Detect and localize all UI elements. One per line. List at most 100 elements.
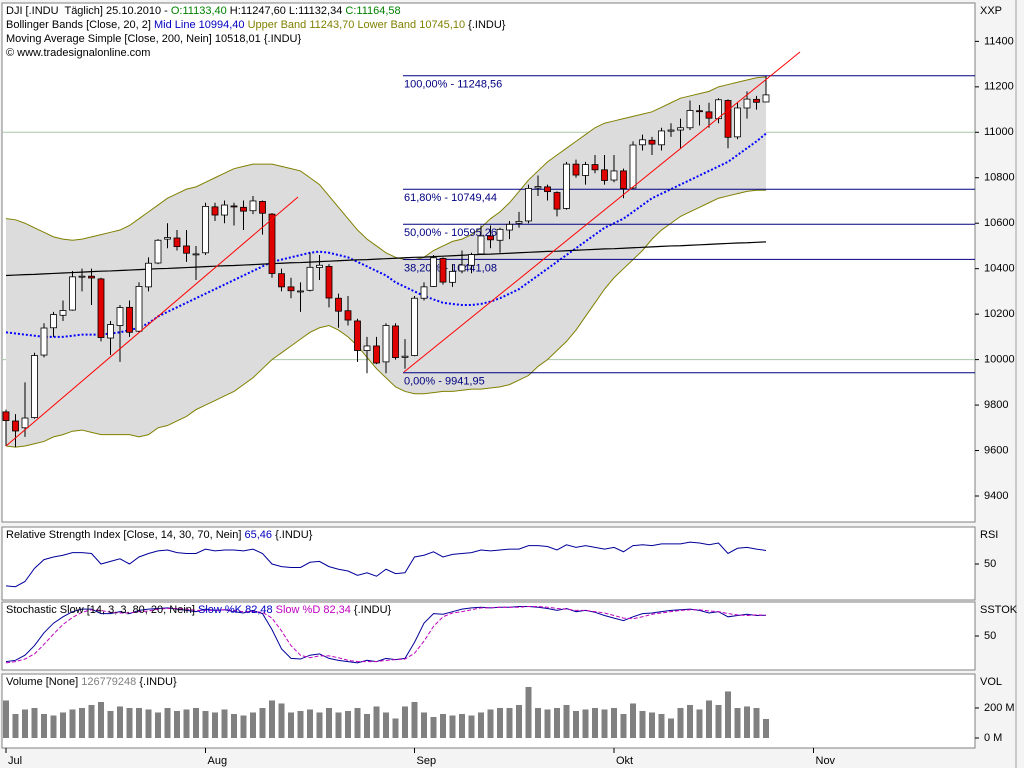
candle-body [667,129,675,132]
candle-body [173,237,181,248]
candle-body [563,163,570,209]
volume-bar [734,707,741,738]
title-text: 65,46 [244,529,273,541]
volume-bar [354,707,361,738]
y-tick-label: 200 M [984,702,1015,714]
candle-body [392,325,399,358]
volume-bar [725,691,731,738]
title-line: Stochastic Slow [14, 3, 3, 80, 20, Nein]… [6,603,391,617]
volume-bar [231,713,237,738]
title-text: C:11164,58 [345,5,401,17]
candle-body [439,258,447,283]
candle-body [620,170,627,190]
candle-body [316,264,323,268]
candle-body [743,98,751,109]
candle-body [69,276,76,311]
panel-title: DJI [.INDU Täglich] 25.10.2010 - O:11133… [6,4,505,60]
volume-bar [297,710,304,738]
candle-body [240,206,247,212]
candle-body [762,94,770,103]
volume-bar [592,707,598,738]
volume-bar [107,710,114,738]
volume-bar [706,700,712,738]
candle-body [734,107,741,138]
candle-body [249,200,257,212]
title-text: {.INDU} [136,676,177,688]
candle-body [515,221,523,224]
title-text: Mid Line 10994,40 [153,19,248,31]
candle-body [211,206,219,216]
panel-title: Relative Strength Index [Close, 14, 30, … [6,528,312,542]
volume-bar [582,709,589,738]
axis-label: VOL [980,676,1002,688]
volume-bar [544,709,551,738]
x-tick-label: Nov [816,755,836,767]
candle-body [287,286,295,292]
candle-body [230,205,238,208]
candle-body [696,110,703,113]
volume-bar [98,701,104,738]
volume-bar [145,709,152,738]
volume-bar [763,718,769,738]
y-tick-label: 10000 [984,354,1015,366]
candle-body [116,307,124,326]
candle-body [705,111,713,119]
axis-label: XXP [980,5,1002,17]
candle-body [430,257,437,287]
volume-bar [677,707,684,738]
stochastic-panel [1,601,976,671]
fib-label: 100,00% - 11248,56 [404,79,502,91]
title-line: DJI [.INDU Täglich] 25.10.2010 - O:11133… [6,4,505,18]
candle-body [724,100,732,138]
volume-bar [478,712,484,738]
candle-body [363,345,371,351]
title-text: DJI [.INDU Täglich] 25.10.2010 - [6,5,171,17]
volume-bar [468,715,475,738]
volume-bar [79,707,85,738]
volume-bar [744,706,750,738]
volume-bar [155,712,161,738]
volume-bar [269,700,275,738]
volume-bar [554,707,560,738]
title-text: © www.tradesignalonline.com [6,47,151,59]
candle-body [31,355,38,418]
candle-body [325,266,333,299]
candle-body [639,139,646,146]
candle-body [525,188,532,222]
y-tick-label: 50 [984,630,996,642]
volume-bar [535,707,541,738]
candle-body [50,314,57,329]
volume-bar [620,713,627,738]
title-line: Bollinger Bands [Close, 20, 2] Mid Line … [6,18,505,32]
candle-body [658,130,665,146]
candle-body [40,327,48,356]
volume-bar [459,713,465,738]
candle-body [107,324,114,339]
candle-body [354,320,361,351]
candle-body [202,205,209,254]
candle-body [297,290,304,293]
title-line: © www.tradesignalonline.com [6,46,505,60]
volume-bar [421,712,427,738]
candle-body [506,223,513,231]
x-tick-label: Aug [208,755,228,767]
x-tick-label: Jul [8,755,22,767]
candle-body [97,278,105,338]
volume-bar [449,715,456,738]
candle-body [610,170,618,181]
volume-bar [316,712,323,738]
title-text: O:11133,40 [170,5,227,17]
y-tick-label: 0 M [984,732,1002,744]
candle-body [591,164,599,171]
candle-body [753,98,760,103]
candle-body [306,266,314,291]
volume-bar [202,710,209,738]
candle-body [449,271,456,283]
volume-bar [193,707,199,738]
volume-bar [326,707,332,738]
volume-bar [3,700,9,738]
candle-body [21,417,29,429]
x-tick-label: Okt [616,755,633,767]
